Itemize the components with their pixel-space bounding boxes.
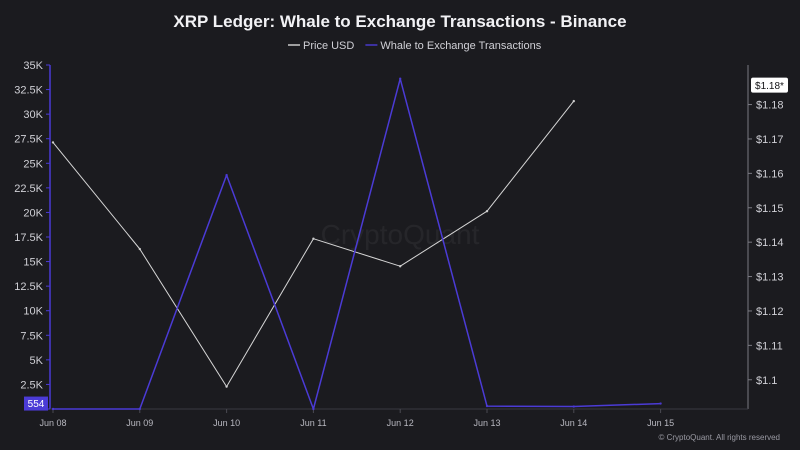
x-tick-label: Jun 08: [39, 418, 66, 428]
y-right-tick-label: $1.1: [756, 375, 777, 387]
y-left-tick-label: 27.5K: [14, 134, 43, 146]
series-line-whale-transactions: [53, 78, 661, 410]
y-right-tick-label: $1.16: [756, 168, 784, 180]
axis-badges: 554 $1.18*: [24, 77, 788, 411]
x-tick-label: Jun 11: [300, 418, 326, 428]
right-axis-value-badge: [751, 77, 788, 93]
data-point: [572, 405, 575, 408]
data-point: [399, 265, 402, 268]
y-left-tick-label: 12.5K: [14, 281, 43, 293]
data-point: [659, 402, 662, 405]
chart-title: XRP Ledger: Whale to Exchange Transactio…: [173, 12, 626, 31]
copyright-footer: © CryptoQuant. All rights reserved: [659, 433, 781, 442]
y-left-tick-label: 32.5K: [14, 85, 43, 97]
series-line-price-usd: [52, 100, 575, 388]
y-right-tick-label: $1.13: [756, 272, 784, 284]
y-left-tick-label: 17.5K: [14, 232, 43, 244]
watermark-text: CryptoQuant: [321, 219, 480, 250]
y-left-tick-label: 10K: [23, 306, 43, 318]
x-tick-label: Jun 09: [126, 418, 153, 428]
x-tick-label: Jun 12: [387, 418, 414, 428]
x-tick-label: Jun 13: [473, 418, 500, 428]
axes: 2.5K 5K 7.5K 10K 12.5K 15K 17.5K 20K 22.5K 25K 27.…: [14, 60, 783, 428]
y-left-tick-label: 25K: [23, 158, 43, 170]
data-point: [138, 407, 141, 411]
y-left-tick-label: 15K: [23, 257, 43, 269]
y-left-tick-label: 35K: [23, 60, 43, 72]
data-point: [138, 247, 141, 251]
data-point: [312, 237, 315, 240]
x-tick-label: Jun 15: [647, 418, 674, 428]
data-point: [225, 173, 228, 177]
y-left-tick-label: 7.5K: [20, 330, 43, 342]
left-axis-badge-text: 554: [28, 399, 45, 410]
y-left-tick-label: 5K: [30, 355, 44, 367]
y-right-tick-label: $1.18: [756, 100, 784, 112]
y-right-tick-label: $1.17: [756, 134, 784, 146]
data-point: [51, 407, 55, 411]
right-axis-badge-text: $1.18*: [755, 81, 784, 92]
legend: Price USD Whale to Exchange Transactions: [288, 40, 542, 52]
left-axis-value-badge: [24, 396, 48, 411]
y-right-tick-label: $1.11: [756, 340, 783, 352]
series-lines: [51, 77, 662, 411]
y-left-tick-label: 2.5K: [20, 379, 43, 391]
legend-label: Whale to Exchange Transactions: [380, 40, 541, 52]
y-right-tick-label: $1.14: [756, 237, 784, 249]
data-point: [399, 77, 402, 80]
x-tick-label: Jun 10: [213, 418, 240, 428]
data-point: [51, 141, 55, 144]
y-left-tick-label: 30K: [23, 109, 43, 121]
data-point: [225, 385, 228, 388]
y-right-tick-label: $1.12: [756, 306, 784, 318]
data-point: [485, 210, 489, 213]
legend-label: Price USD: [303, 40, 354, 52]
data-point: [572, 99, 575, 103]
data-point: [485, 404, 489, 408]
y-right-tick-label: $1.15: [756, 203, 784, 215]
y-left-tick-label: 22.5K: [14, 183, 43, 195]
x-tick-label: Jun 14: [560, 418, 587, 428]
data-point: [312, 407, 315, 411]
y-left-tick-label: 20K: [23, 207, 43, 219]
